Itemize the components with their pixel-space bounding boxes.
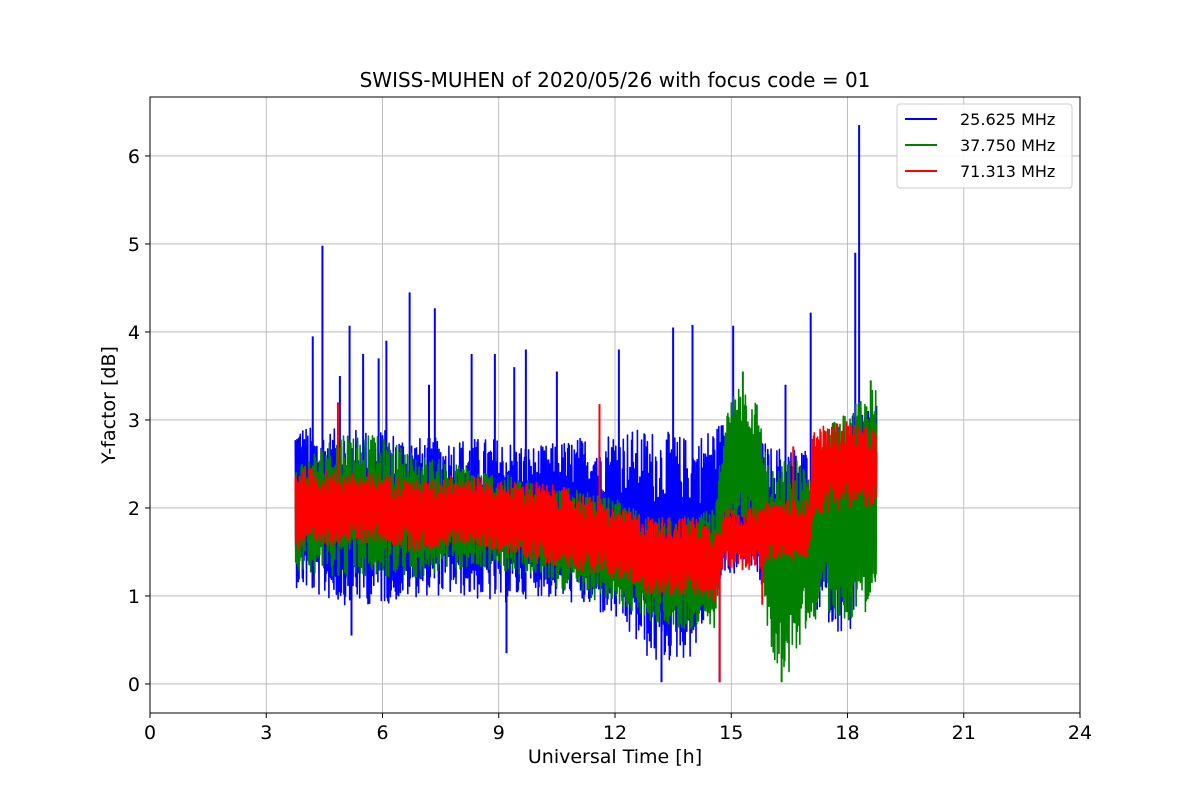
series-71-313-mhz: [294, 402, 878, 683]
x-tick-label: 12: [603, 722, 627, 744]
legend-label: 71.313 MHz: [960, 162, 1055, 181]
y-tick-label: 5: [128, 234, 140, 256]
y-tick-label: 1: [128, 586, 140, 608]
x-tick-label: 9: [493, 722, 505, 744]
chart-title: SWISS-MUHEN of 2020/05/26 with focus cod…: [360, 68, 871, 92]
series-25-625-mhz: [294, 125, 878, 683]
legend-label: 37.750 MHz: [960, 136, 1055, 155]
x-tick-label: 3: [260, 722, 272, 744]
y-tick-label: 2: [128, 498, 140, 520]
x-axis-label: Universal Time [h]: [528, 746, 702, 768]
x-axis-ticks: 0 3 6 9 12 15 18 21 24: [144, 713, 1092, 744]
y-tick-label: 6: [128, 146, 140, 168]
y-tick-label: 0: [128, 674, 140, 696]
x-tick-label: 6: [376, 722, 388, 744]
y-tick-label: 3: [128, 410, 140, 432]
plot-area: [294, 125, 878, 683]
legend-box: [896, 103, 1073, 189]
x-tick-label: 24: [1068, 722, 1092, 744]
x-tick-label: 15: [719, 722, 743, 744]
series-line: [294, 421, 878, 602]
grid-lines: [149, 97, 1081, 713]
y-axis-ticks: 0 1 2 3 4 5 6: [128, 146, 150, 696]
x-tick-label: 18: [835, 722, 859, 744]
x-tick-label: 0: [144, 722, 156, 744]
y-axis-label: Y-factor [dB]: [98, 346, 120, 465]
y-tick-label: 4: [128, 322, 140, 344]
x-tick-label: 21: [952, 722, 976, 744]
legend: 25.625 MHz 37.750 MHz 71.313 MHz: [896, 103, 1073, 189]
legend-label: 25.625 MHz: [960, 110, 1055, 129]
